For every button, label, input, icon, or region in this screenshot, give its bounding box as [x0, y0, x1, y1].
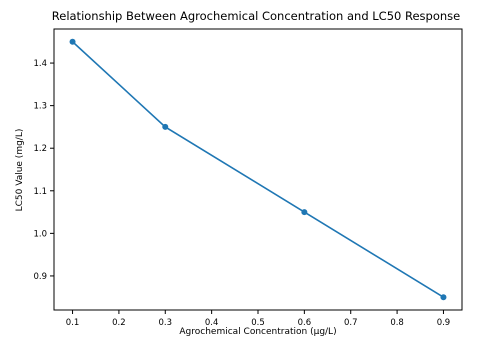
- chart-title: Relationship Between Agrochemical Concen…: [52, 9, 460, 23]
- data-point: [301, 209, 308, 216]
- data-series: [69, 38, 447, 301]
- y-axis-label: LC50 Value (mg/L): [15, 129, 25, 212]
- y-tick-label: 1.4: [33, 59, 47, 69]
- series-line: [72, 41, 444, 298]
- y-tick-label: 1.3: [33, 102, 47, 112]
- y-tick-label: 1.2: [33, 144, 47, 154]
- x-tick-label: 0.1: [66, 318, 80, 328]
- x-axis: 0.1 0.2 0.3 0.4 0.5 0.6 0.7 0.8 0.9: [66, 310, 450, 328]
- x-tick-label: 0.4: [205, 318, 219, 328]
- y-tick-label: 0.9: [33, 272, 47, 282]
- x-tick-label: 0.9: [437, 318, 451, 328]
- x-tick-label: 0.6: [298, 318, 312, 328]
- x-tick-label: 0.3: [159, 318, 173, 328]
- plot-area: [53, 28, 463, 311]
- y-tick-label: 1.1: [33, 187, 47, 197]
- data-point: [440, 294, 447, 301]
- data-point: [69, 38, 76, 45]
- x-tick-label: 0.2: [112, 318, 126, 328]
- x-tick-label: 0.5: [251, 318, 265, 328]
- y-axis: 0.9 1.0 1.1 1.2 1.3 1.4: [33, 59, 54, 282]
- x-axis-label: Agrochemical Concentration (µg/L): [179, 327, 336, 337]
- data-point: [162, 123, 169, 130]
- x-tick-label: 0.8: [390, 318, 404, 328]
- y-tick-label: 1.0: [33, 229, 47, 239]
- x-tick-label: 0.7: [344, 318, 358, 328]
